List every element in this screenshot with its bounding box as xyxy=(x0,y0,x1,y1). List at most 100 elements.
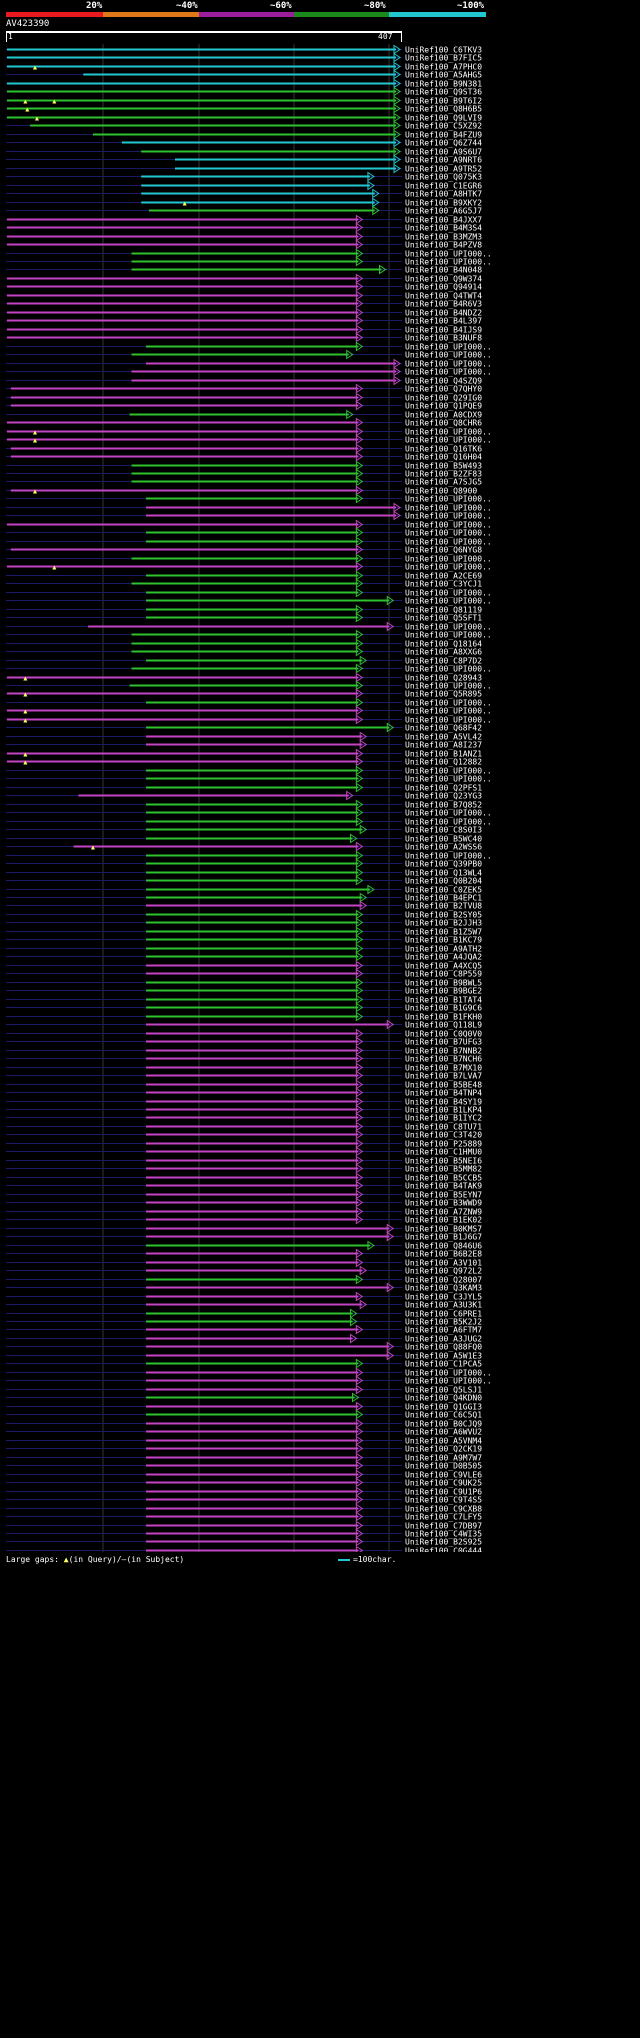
hit-label: UniRef100_B7Q852 xyxy=(405,801,482,810)
hit-arrow xyxy=(355,460,364,471)
hit-arrow xyxy=(367,1240,375,1251)
hit-arrow xyxy=(372,205,380,216)
hit-arrow xyxy=(355,1511,364,1522)
hit-arrow xyxy=(355,519,364,530)
hit-label: UniRef100_B1FKH0 xyxy=(405,1013,482,1022)
hit-label: UniRef100_B5MM82 xyxy=(405,1165,482,1174)
hit-arrow xyxy=(355,968,364,979)
hit-arrow xyxy=(346,409,354,420)
hit-label: UniRef100_C8P559 xyxy=(405,970,482,979)
hit-arrow xyxy=(355,1053,364,1064)
hit-arrow xyxy=(359,892,368,903)
hit-label: UniRef100_UPI000... xyxy=(405,538,492,547)
hit-label: UniRef100_B6B2E8 xyxy=(405,1250,482,1259)
gap-marker xyxy=(52,99,57,104)
hit-arrow xyxy=(355,426,364,437)
hit-label: UniRef100_B2S925 xyxy=(405,1538,482,1547)
hit-arrow xyxy=(355,493,364,504)
hit-arrow xyxy=(355,1189,364,1200)
hit-label: UniRef100_UPI000... xyxy=(405,258,492,267)
hit-label: UniRef100_D0B505 xyxy=(405,1462,482,1471)
ruler-start: 1 xyxy=(8,32,13,41)
hit-label: UniRef100_Q16H04 xyxy=(405,453,482,462)
hit-label: UniRef100_UPI000... xyxy=(405,775,492,784)
hit-arrow xyxy=(351,1392,360,1403)
hit-label: UniRef100_B2TVU8 xyxy=(405,902,482,911)
gap-marker xyxy=(23,709,28,714)
hit-arrow xyxy=(355,629,364,640)
hit-label: UniRef100_B3MZM3 xyxy=(405,233,482,242)
hit-label: UniRef100_B4L397 xyxy=(405,317,482,326)
hit-label: UniRef100_P25889 xyxy=(405,1140,482,1149)
hit-label: UniRef100_UPI000... xyxy=(405,360,492,369)
hit-arrow xyxy=(355,1214,364,1225)
hit-arrow xyxy=(386,1341,395,1352)
hit-arrow xyxy=(355,485,364,496)
gap-marker xyxy=(33,430,37,435)
hit-arrow xyxy=(355,1536,364,1547)
hit-label: UniRef100_B9BGE2 xyxy=(405,987,482,996)
hit-label: UniRef100_C9VLE6 xyxy=(405,1471,482,1480)
hit-arrow xyxy=(355,1324,364,1335)
hit-arrow xyxy=(355,400,364,411)
hit-arrow xyxy=(355,298,364,309)
hit-label: UniRef100_Q23YG3 xyxy=(405,792,482,801)
hit-label: UniRef100_C1PCA5 xyxy=(405,1360,482,1369)
hit-label: UniRef100_B4M3S4 xyxy=(405,224,482,233)
hit-arrow xyxy=(355,807,364,818)
hit-arrow xyxy=(393,44,401,55)
hit-arrow xyxy=(386,722,395,733)
hit-label: UniRef100_Q8CHR6 xyxy=(405,419,482,428)
gap-marker xyxy=(25,107,30,112)
hit-label: UniRef100_A5VL42 xyxy=(405,733,482,742)
gap-marker xyxy=(90,845,95,850)
hit-label: UniRef100_B1LKP4 xyxy=(405,1106,482,1115)
hit-arrow xyxy=(393,375,401,386)
hit-arrow xyxy=(355,1367,364,1378)
hit-label: UniRef100_A5VNM4 xyxy=(405,1437,482,1446)
hit-label: UniRef100_Q9LVI9 xyxy=(405,114,482,123)
hit-label: UniRef100_UPI000... xyxy=(405,521,492,530)
hit-arrow xyxy=(355,1384,364,1395)
hit-label: UniRef100_A3U3K1 xyxy=(405,1301,482,1310)
hit-label: UniRef100_B4PZV8 xyxy=(405,241,482,250)
hit-arrow xyxy=(355,646,364,657)
hit-label: UniRef100_UPI000... xyxy=(405,250,492,259)
hit-label: UniRef100_B4R6V3 xyxy=(405,300,482,309)
hit-label: UniRef100_B1G9C6 xyxy=(405,1004,482,1013)
hit-arrow xyxy=(355,1435,364,1446)
hit-label: UniRef100_UPI000... xyxy=(405,512,492,521)
hit-label: UniRef100_A9ATH2 xyxy=(405,945,482,954)
hit-label: UniRef100_Q2CK19 xyxy=(405,1445,482,1454)
hit-arrow xyxy=(355,578,364,589)
hit-label: UniRef100_A3V101 xyxy=(405,1259,482,1268)
hit-label: UniRef100_UPI000... xyxy=(405,368,492,377)
hit-arrow xyxy=(355,315,364,326)
hit-label: UniRef100_UPI000... xyxy=(405,716,492,725)
hit-label: UniRef100_B0CJQ9 xyxy=(405,1420,482,1429)
hit-label: UniRef100_B7LVA7 xyxy=(405,1072,482,1081)
hit-label: UniRef100_Q6NYG8 xyxy=(405,546,482,555)
gap-query-icon: ▲ xyxy=(63,1555,69,1564)
hit-arrow xyxy=(355,875,364,886)
gap-marker xyxy=(23,676,28,681)
hit-arrow xyxy=(359,739,368,750)
hit-label: UniRef100_UPI000... xyxy=(405,682,492,691)
hit-label: UniRef100_Q81119 xyxy=(405,606,482,615)
hit-label: UniRef100_B9BWL5 xyxy=(405,979,482,988)
hit-label: UniRef100_B1Z5W7 xyxy=(405,928,482,937)
hit-arrow xyxy=(359,655,368,666)
hit-label: UniRef100_B5WC40 xyxy=(405,835,482,844)
hit-label: UniRef100_Q0B204 xyxy=(405,877,482,886)
hit-label: UniRef100_A8I237 xyxy=(405,741,482,750)
hit-arrow xyxy=(355,934,364,945)
hit-arrow xyxy=(355,1155,364,1166)
hit-label: UniRef100_Q075K3 xyxy=(405,173,482,182)
hit-label: UniRef100_B0KMS7 xyxy=(405,1225,482,1234)
hit-arrow xyxy=(355,290,364,301)
hit-arrow xyxy=(393,154,401,165)
hit-label: UniRef100_Q16TK6 xyxy=(405,445,482,454)
hit-arrow xyxy=(359,731,368,742)
hit-arrow xyxy=(355,1291,364,1302)
hit-label: UniRef100_Q9ST36 xyxy=(405,88,482,97)
